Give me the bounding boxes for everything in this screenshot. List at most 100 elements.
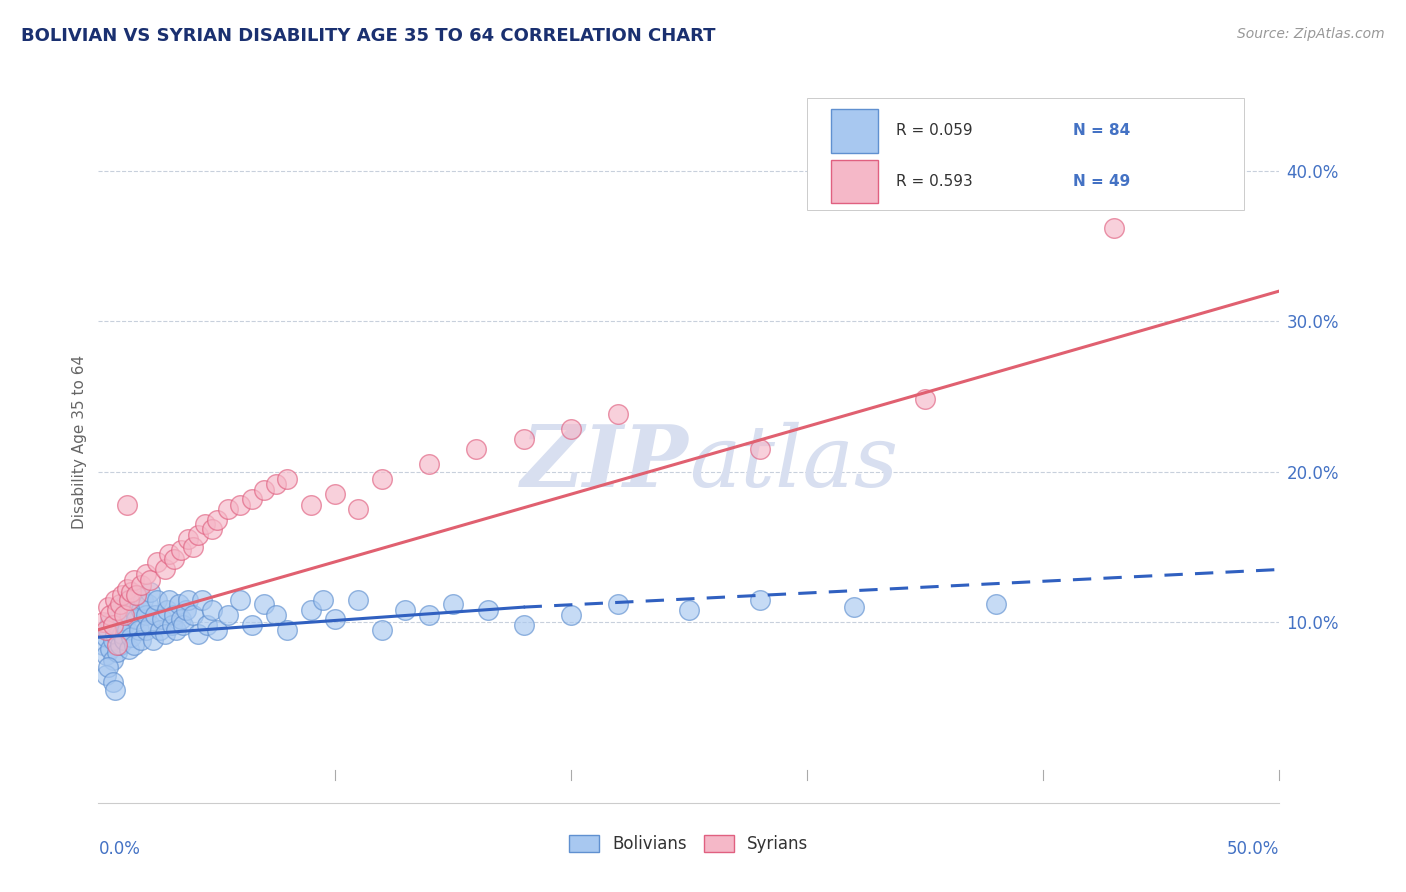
Point [143, 607, 166, 622]
Point [121, 630, 143, 644]
Bar [831, 109, 877, 153]
Point [105, 645, 128, 659]
Point [157, 548, 180, 562]
Point [394, 603, 416, 617]
Point [201, 522, 224, 536]
Point [115, 592, 138, 607]
Point [163, 607, 186, 622]
Bar [831, 160, 877, 203]
Point [139, 573, 162, 587]
Point [142, 633, 165, 648]
Point [323, 487, 346, 501]
Point [217, 607, 239, 622]
Point [371, 623, 394, 637]
Point [678, 603, 700, 617]
Point [187, 528, 209, 542]
Point [165, 623, 187, 637]
Point [98, 615, 121, 630]
Point [94, 623, 117, 637]
Point [748, 592, 770, 607]
Point [115, 498, 138, 512]
Text: R = 0.593: R = 0.593 [896, 174, 973, 189]
Point [748, 442, 770, 456]
Point [240, 491, 263, 506]
Point [118, 592, 141, 607]
Point [115, 623, 138, 637]
Point [139, 618, 162, 632]
Point [170, 542, 193, 557]
Point [135, 607, 157, 622]
Point [146, 592, 169, 607]
Point [111, 588, 134, 602]
Point [276, 623, 298, 637]
Text: atlas: atlas [689, 422, 898, 505]
Point [187, 627, 209, 641]
Point [160, 618, 183, 632]
Point [91, 638, 114, 652]
Point [299, 603, 322, 617]
Text: ZIP: ZIP [522, 421, 689, 505]
Point [512, 432, 534, 446]
Point [914, 392, 936, 407]
Point [167, 597, 190, 611]
Point [146, 555, 169, 569]
Point [94, 668, 117, 682]
Point [477, 603, 499, 617]
Point [112, 607, 135, 622]
Point [194, 517, 217, 532]
Point [177, 592, 200, 607]
Point [118, 642, 141, 657]
Point [371, 472, 394, 486]
Text: 0.0%: 0.0% [98, 840, 141, 858]
Point [101, 653, 124, 667]
Point [844, 600, 866, 615]
Point [984, 597, 1007, 611]
Point [560, 423, 582, 437]
Point [174, 603, 197, 617]
Point [205, 513, 228, 527]
Legend: Bolivians, Syrians: Bolivians, Syrians [562, 828, 815, 860]
Text: N = 84: N = 84 [1073, 123, 1130, 138]
Point [94, 648, 117, 663]
Point [205, 623, 228, 637]
Point [105, 618, 128, 632]
Point [101, 618, 124, 632]
Point [139, 585, 162, 599]
Point [607, 597, 630, 611]
Point [217, 502, 239, 516]
Point [135, 623, 157, 637]
Point [129, 603, 152, 617]
Point [104, 627, 127, 641]
Point [118, 607, 141, 622]
Point [122, 573, 145, 587]
Text: 50.0%: 50.0% [1227, 840, 1279, 858]
Point [418, 457, 440, 471]
Point [172, 618, 194, 632]
Point [132, 592, 155, 607]
Point [129, 633, 152, 648]
Point [129, 577, 152, 591]
Point [441, 597, 464, 611]
Point [229, 592, 252, 607]
Point [156, 603, 179, 617]
Point [97, 660, 120, 674]
Point [181, 607, 204, 622]
Point [1102, 220, 1125, 235]
Point [299, 498, 322, 512]
Point [191, 592, 214, 607]
Point [108, 597, 131, 611]
Point [135, 567, 157, 582]
Point [111, 600, 134, 615]
Point [170, 612, 193, 626]
Point [229, 498, 252, 512]
Point [108, 607, 131, 622]
Point [125, 588, 148, 602]
Point [122, 638, 145, 652]
Point [201, 603, 224, 617]
Point [105, 603, 128, 617]
Point [105, 638, 128, 652]
Text: BOLIVIAN VS SYRIAN DISABILITY AGE 35 TO 64 CORRELATION CHART: BOLIVIAN VS SYRIAN DISABILITY AGE 35 TO … [21, 27, 716, 45]
Point [607, 408, 630, 422]
Point [97, 623, 120, 637]
Point [97, 600, 120, 615]
